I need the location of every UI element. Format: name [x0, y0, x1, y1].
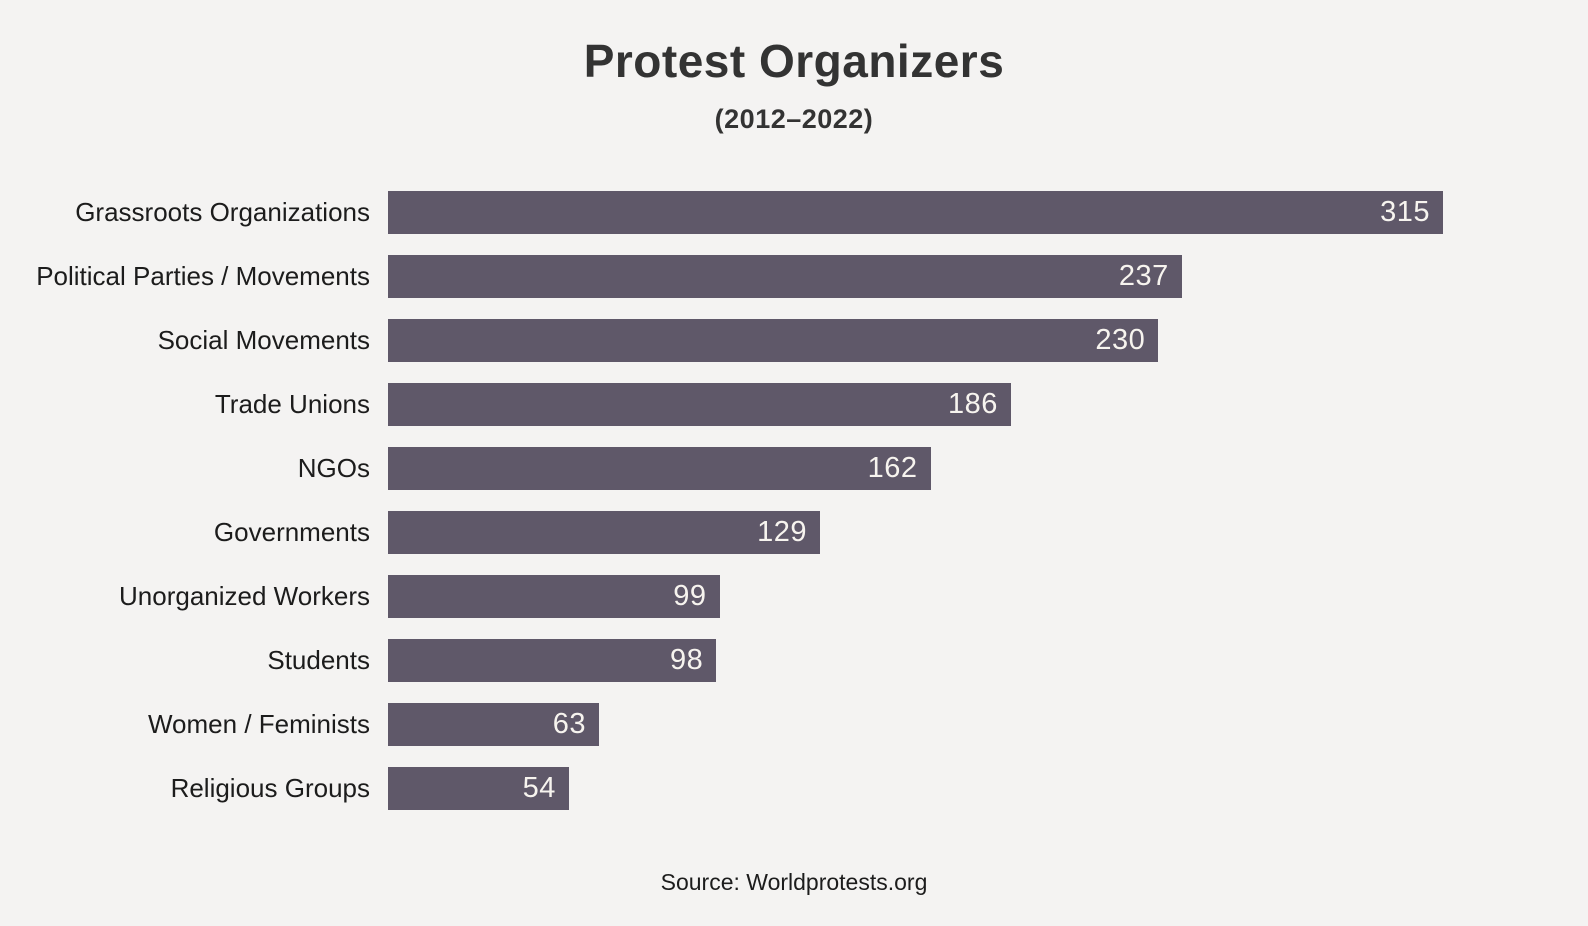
bar-track: 237 — [388, 255, 1443, 298]
chart-title: Protest Organizers — [583, 35, 1005, 87]
value-label: 237 — [1118, 260, 1169, 292]
bar: 315 — [388, 191, 1443, 234]
category-label: Trade Unions — [214, 389, 370, 419]
value-label: 63 — [552, 708, 586, 740]
bar-track: 315 — [388, 191, 1443, 234]
category-label: Religious Groups — [170, 773, 370, 803]
bar-chart: Grassroots Organizations 315 Political P… — [0, 191, 1588, 810]
chart-row: Students 98 — [0, 639, 1588, 682]
bar: 98 — [388, 639, 717, 682]
chart-footer: Source: Worldprotests.org — [0, 869, 1588, 926]
chart-row: Governments 129 — [0, 511, 1588, 554]
bar: 99 — [388, 575, 720, 618]
category-label: Social Movements — [157, 325, 370, 355]
value-label: 98 — [669, 644, 704, 676]
value-label: 230 — [1095, 324, 1146, 356]
bar: 186 — [388, 383, 1011, 426]
bar-track: 129 — [388, 511, 1443, 554]
category-label: Grassroots Organizations — [75, 197, 370, 227]
category-label: Unorganized Workers — [119, 581, 370, 611]
value-label: 99 — [673, 580, 707, 612]
value-label: 129 — [757, 516, 808, 548]
chart-row: Political Parties / Movements 237 — [0, 255, 1588, 298]
bar: 230 — [388, 319, 1159, 362]
bar-track: 98 — [388, 639, 1443, 682]
chart-subtitle: (2012–2022) — [714, 104, 874, 134]
category-label: Governments — [213, 517, 370, 547]
chart-row: Social Movements 230 — [0, 319, 1588, 362]
bar-track: 230 — [388, 319, 1443, 362]
chart-header: Protest Organizers (2012–2022) — [0, 0, 1588, 135]
bar-track: 54 — [388, 767, 1443, 810]
bar-track: 99 — [388, 575, 1443, 618]
category-label: Women / Feminists — [147, 709, 370, 739]
chart-row: Grassroots Organizations 315 — [0, 191, 1588, 234]
chart-row: Women / Feminists 63 — [0, 703, 1588, 746]
chart-row: Trade Unions 186 — [0, 383, 1588, 426]
bar-track: 63 — [388, 703, 1443, 746]
chart-row: Religious Groups 54 — [0, 767, 1588, 810]
bar: 129 — [388, 511, 821, 554]
category-label: NGOs — [297, 453, 370, 483]
bar: 54 — [388, 767, 569, 810]
chart-row: NGOs 162 — [0, 447, 1588, 490]
bar-track: 186 — [388, 383, 1443, 426]
bar: 63 — [388, 703, 599, 746]
category-label: Students — [267, 645, 370, 675]
chart-row: Unorganized Workers 99 — [0, 575, 1588, 618]
value-label: 315 — [1380, 196, 1430, 228]
bar-track: 162 — [388, 447, 1443, 490]
bar: 162 — [388, 447, 931, 490]
category-label: Political Parties / Movements — [36, 261, 370, 291]
source-text: Source: Worldprotests.org — [660, 869, 928, 895]
value-label: 186 — [948, 388, 998, 420]
bar: 237 — [388, 255, 1182, 298]
value-label: 54 — [522, 772, 556, 804]
value-label: 162 — [867, 452, 918, 484]
